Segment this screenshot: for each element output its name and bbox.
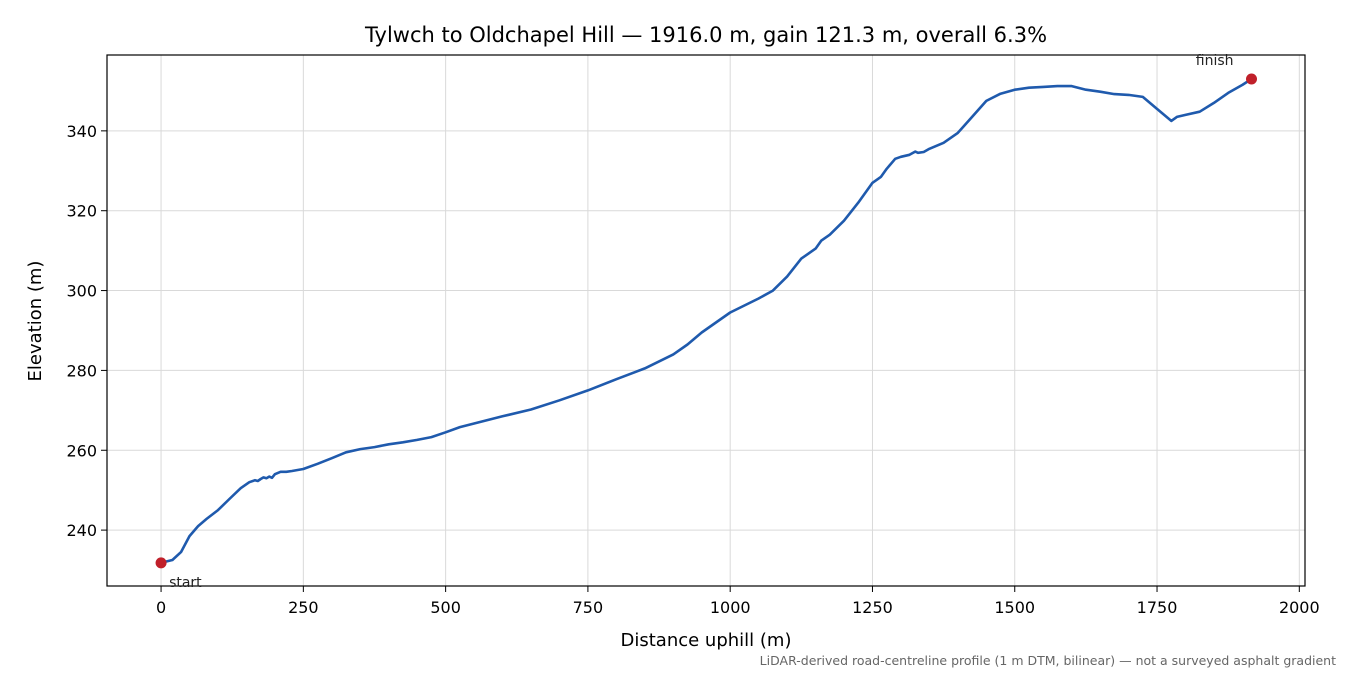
start-marker: [155, 557, 167, 569]
x-tick-label: 1000: [710, 598, 751, 617]
endpoint-markers: start finish: [155, 53, 1258, 591]
y-tick-label: 240: [66, 521, 97, 540]
chart-title: Tylwch to Oldchapel Hill — 1916.0 m, gai…: [364, 23, 1047, 47]
y-tick-label: 260: [66, 441, 97, 460]
y-tick-label: 300: [66, 282, 97, 301]
x-tick-label: 750: [573, 598, 604, 617]
y-tick-label: 340: [66, 122, 97, 141]
x-tick-label: 0: [156, 598, 166, 617]
x-tick-label: 500: [430, 598, 461, 617]
start-label: start: [169, 575, 202, 591]
plot-frame: [106, 54, 1306, 587]
grid-lines: [107, 55, 1305, 586]
x-tick-label: 1250: [852, 598, 893, 617]
finish-label: finish: [1196, 53, 1234, 69]
x-axis-ticks: 0 250 500 750 1000 1250 1500 1750 2000: [156, 586, 1320, 617]
x-tick-label: 1750: [1137, 598, 1178, 617]
y-tick-label: 320: [66, 202, 97, 221]
finish-marker: [1246, 73, 1258, 85]
elevation-profile-line: [159, 77, 1253, 565]
x-tick-label: 2000: [1279, 598, 1320, 617]
y-axis-label: Elevation (m): [25, 261, 46, 382]
x-axis-label: Distance uphill (m): [621, 630, 792, 651]
y-tick-label: 280: [66, 361, 97, 380]
x-tick-label: 1500: [994, 598, 1035, 617]
x-tick-label: 250: [288, 598, 319, 617]
y-axis-ticks: 240 260 280 300 320 340: [66, 122, 107, 540]
data-source-note: LiDAR-derived road-centreline profile (1…: [760, 653, 1336, 668]
